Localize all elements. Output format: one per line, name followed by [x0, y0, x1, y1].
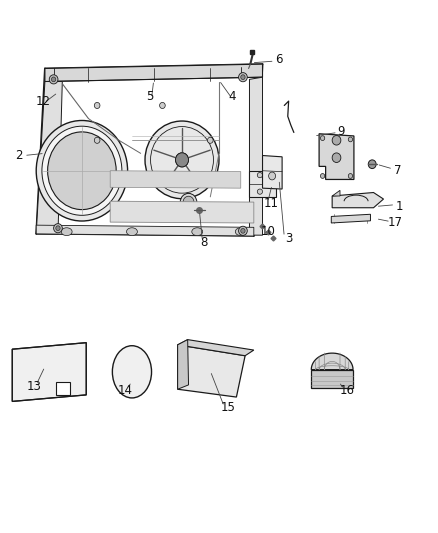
- Polygon shape: [36, 225, 254, 236]
- Ellipse shape: [61, 228, 72, 236]
- Ellipse shape: [257, 189, 262, 194]
- Ellipse shape: [51, 77, 56, 82]
- Polygon shape: [250, 171, 276, 197]
- Text: 17: 17: [388, 216, 403, 230]
- Polygon shape: [110, 171, 241, 188]
- Ellipse shape: [49, 75, 58, 84]
- Ellipse shape: [176, 153, 188, 167]
- Ellipse shape: [241, 229, 245, 233]
- Text: 15: 15: [220, 401, 235, 415]
- Ellipse shape: [208, 137, 213, 143]
- Text: 10: 10: [261, 225, 276, 238]
- Text: 6: 6: [276, 53, 283, 66]
- Text: 1: 1: [396, 200, 403, 213]
- Text: 9: 9: [337, 125, 345, 138]
- Ellipse shape: [368, 160, 376, 168]
- Ellipse shape: [48, 132, 116, 209]
- Ellipse shape: [348, 137, 353, 142]
- Polygon shape: [311, 370, 353, 389]
- Ellipse shape: [332, 135, 341, 145]
- Text: 2: 2: [15, 149, 22, 162]
- Polygon shape: [36, 82, 62, 234]
- Ellipse shape: [235, 228, 246, 236]
- Polygon shape: [178, 345, 245, 397]
- Polygon shape: [262, 156, 282, 189]
- Ellipse shape: [42, 126, 122, 215]
- Text: 5: 5: [146, 90, 153, 103]
- Polygon shape: [178, 340, 188, 389]
- Polygon shape: [110, 201, 254, 223]
- Ellipse shape: [94, 137, 100, 143]
- Ellipse shape: [145, 121, 219, 199]
- Polygon shape: [311, 353, 353, 370]
- Ellipse shape: [257, 173, 262, 177]
- Text: 12: 12: [35, 95, 50, 108]
- Polygon shape: [178, 340, 254, 356]
- Ellipse shape: [268, 172, 276, 180]
- Ellipse shape: [332, 153, 341, 163]
- Ellipse shape: [192, 228, 203, 236]
- Text: 14: 14: [118, 384, 133, 397]
- Polygon shape: [319, 134, 354, 180]
- Ellipse shape: [56, 226, 60, 231]
- Polygon shape: [331, 214, 371, 223]
- Text: 16: 16: [340, 384, 355, 397]
- Polygon shape: [56, 382, 70, 395]
- Polygon shape: [250, 77, 262, 235]
- Text: 13: 13: [27, 379, 42, 393]
- Text: 7: 7: [394, 164, 401, 177]
- Ellipse shape: [36, 120, 127, 221]
- Polygon shape: [12, 343, 86, 401]
- Ellipse shape: [183, 196, 194, 208]
- Text: 3: 3: [285, 232, 292, 245]
- Text: 4: 4: [228, 90, 236, 103]
- Ellipse shape: [348, 174, 353, 179]
- Ellipse shape: [176, 153, 188, 167]
- Ellipse shape: [53, 224, 62, 233]
- Ellipse shape: [321, 174, 325, 179]
- Ellipse shape: [94, 102, 100, 109]
- Ellipse shape: [127, 228, 138, 236]
- Polygon shape: [332, 190, 340, 196]
- Text: 8: 8: [200, 236, 208, 249]
- Polygon shape: [45, 64, 262, 82]
- Ellipse shape: [113, 370, 150, 387]
- Ellipse shape: [180, 193, 197, 211]
- Ellipse shape: [113, 346, 152, 398]
- Polygon shape: [152, 128, 212, 192]
- Ellipse shape: [241, 75, 245, 79]
- Ellipse shape: [159, 102, 165, 109]
- Ellipse shape: [239, 72, 247, 82]
- Polygon shape: [332, 192, 384, 208]
- Ellipse shape: [239, 226, 247, 236]
- Text: 11: 11: [264, 197, 279, 210]
- Ellipse shape: [321, 136, 325, 141]
